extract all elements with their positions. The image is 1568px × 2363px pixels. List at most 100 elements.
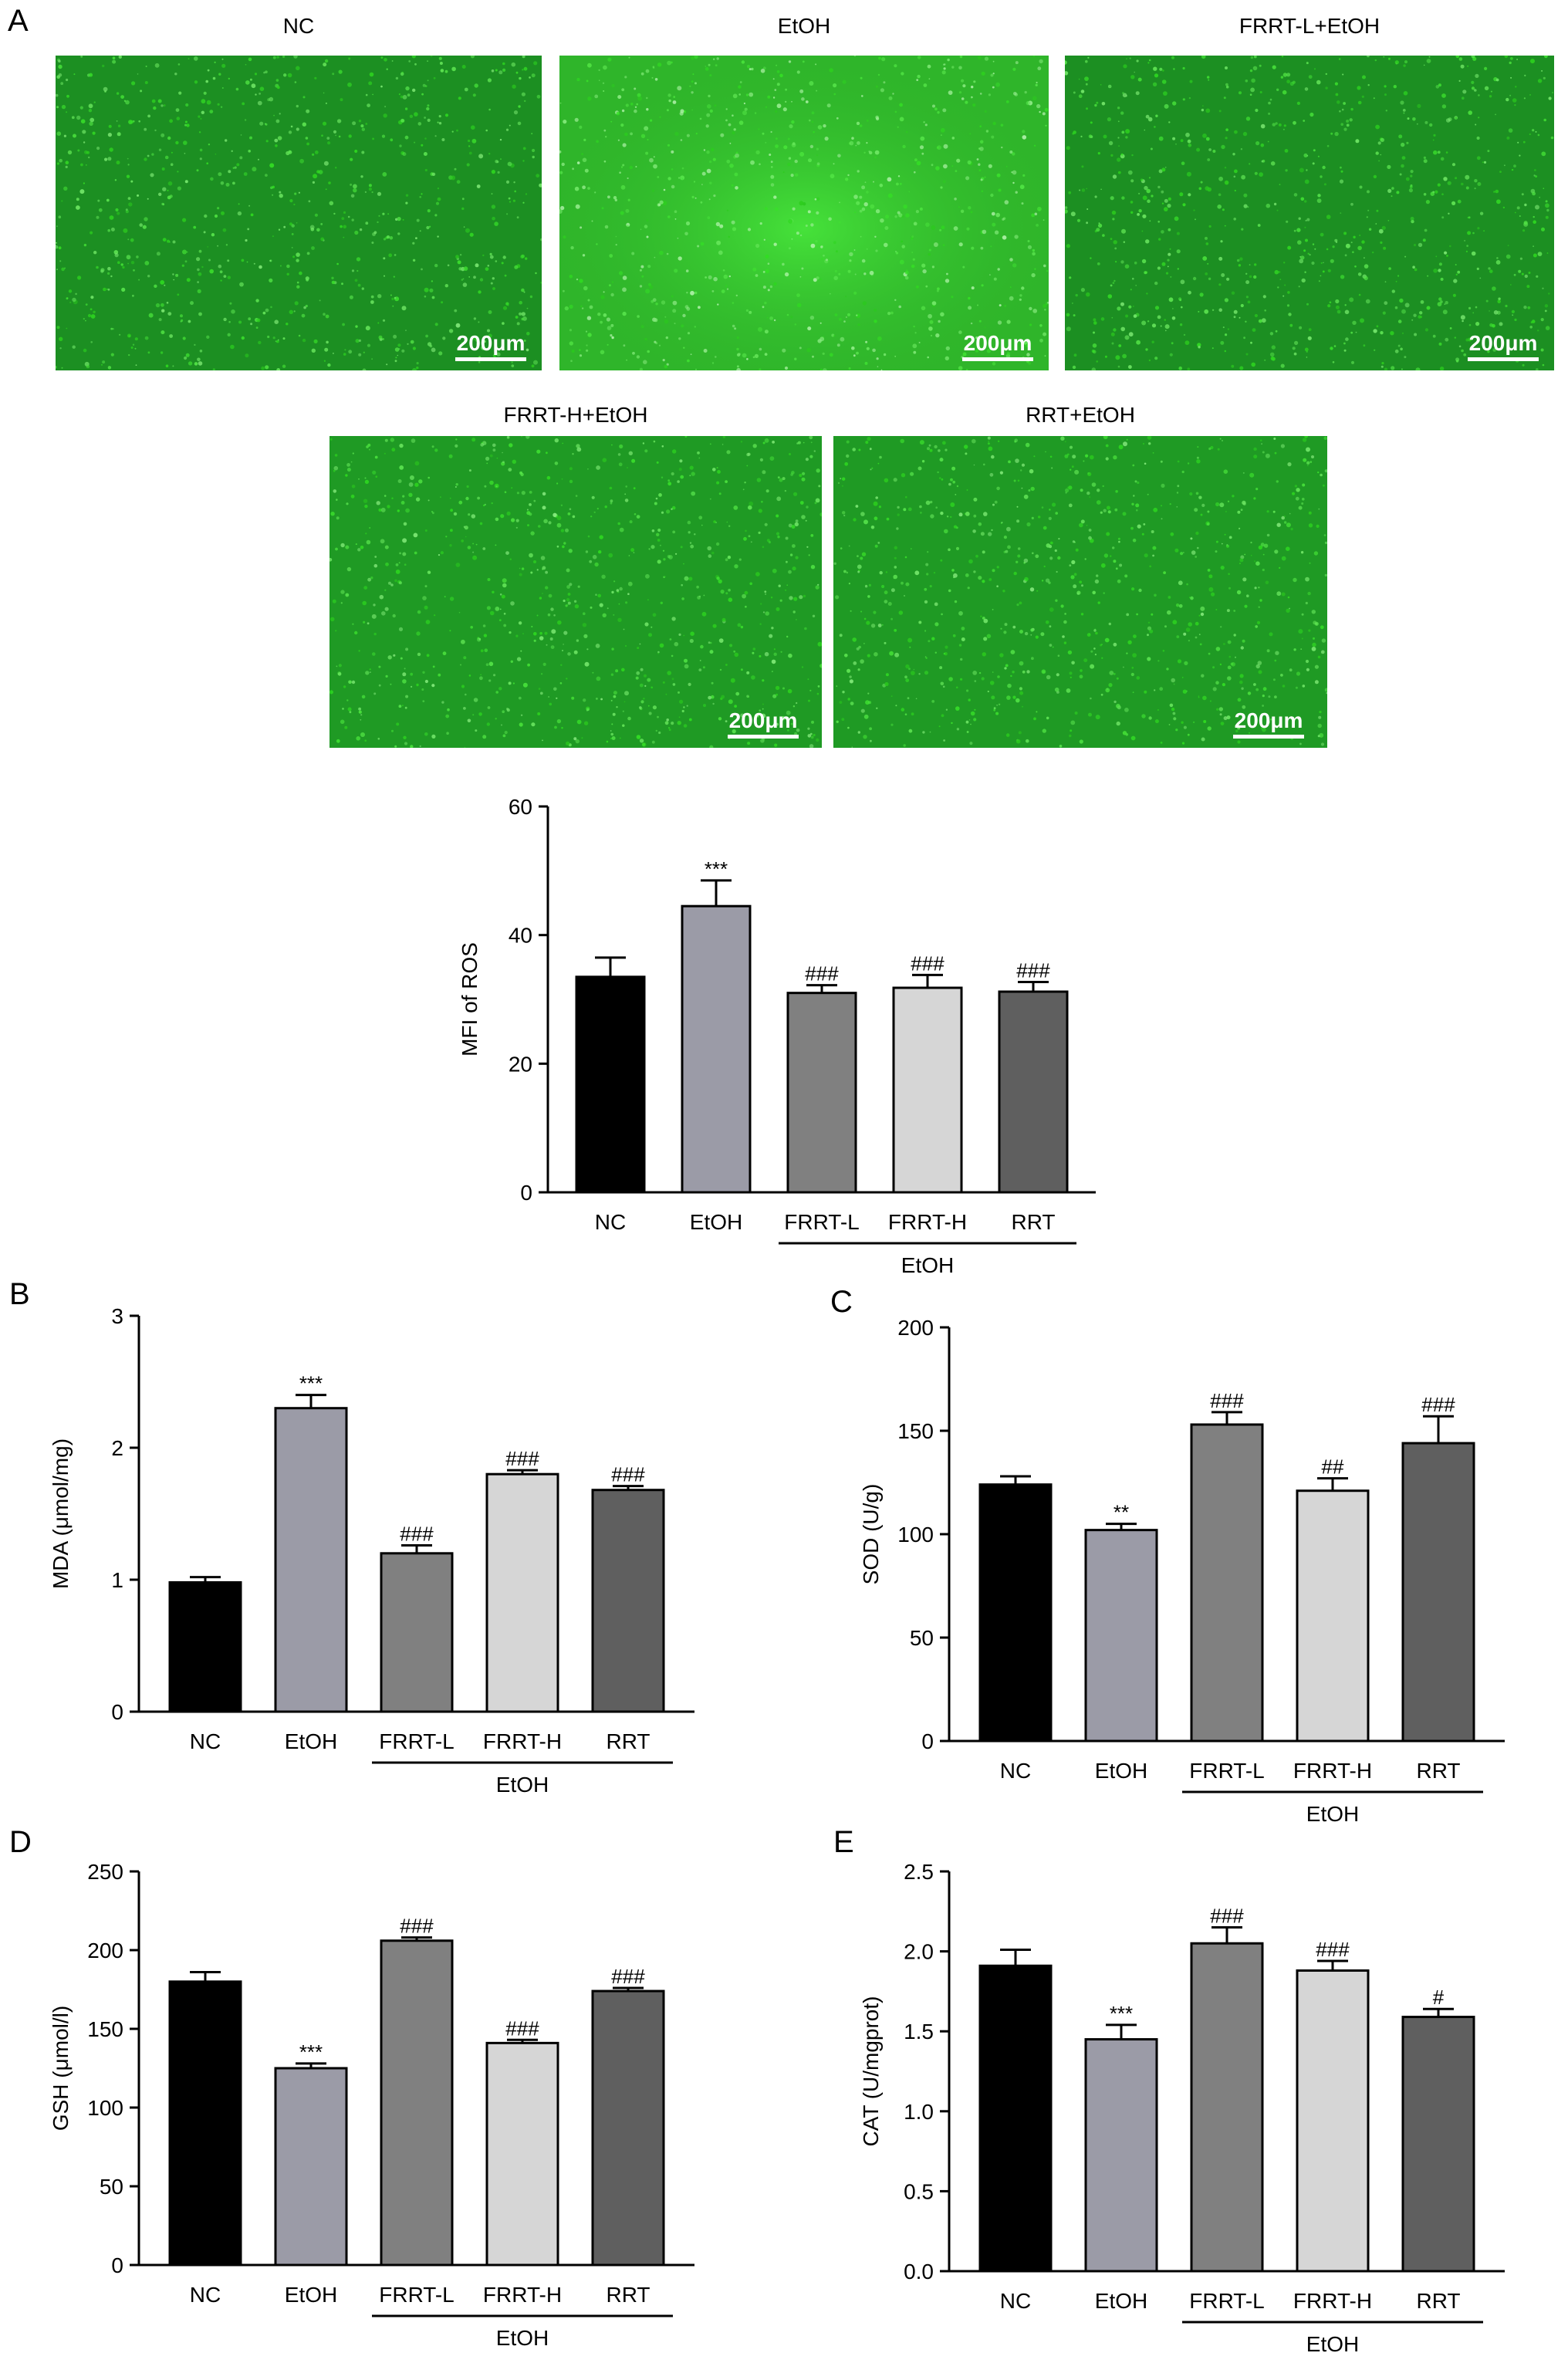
y-tick-label: 0 bbox=[111, 1700, 123, 1724]
y-axis-label: MDA (μmol/mg) bbox=[49, 1438, 73, 1589]
bar-nc bbox=[978, 1483, 1053, 1743]
y-tick-label: 0 bbox=[520, 1181, 532, 1205]
panel-letter-a: A bbox=[8, 4, 29, 38]
y-tick-label: 250 bbox=[87, 1860, 123, 1884]
significance-label: ### bbox=[1210, 1905, 1244, 1928]
x-tick-label: NC bbox=[190, 2283, 221, 2307]
y-tick-label: 0 bbox=[921, 1729, 934, 1753]
scale-label: 200μm bbox=[1468, 331, 1538, 355]
image-background bbox=[1065, 56, 1554, 370]
x-tick-label: FRRT-H bbox=[888, 1210, 967, 1234]
x-tick-label: RRT bbox=[606, 2283, 650, 2307]
y-tick-label: 2 bbox=[111, 1436, 123, 1460]
micrograph-frrt-h: 200μm bbox=[329, 436, 822, 748]
micrograph-title-etoh: EtOH bbox=[777, 14, 831, 38]
significance-label: *** bbox=[1110, 2002, 1133, 2025]
y-tick-label: 100 bbox=[897, 1523, 934, 1547]
y-axis-label: GSH (μmol/l) bbox=[49, 2006, 73, 2131]
x-tick-label: NC bbox=[595, 1210, 626, 1234]
bar-etoh bbox=[274, 1407, 348, 1713]
x-tick-label: EtOH bbox=[690, 1210, 742, 1234]
y-axis-label: MFI of ROS bbox=[458, 942, 482, 1056]
significance-label: ### bbox=[1016, 959, 1050, 982]
micrograph-title-nc: NC bbox=[282, 14, 315, 38]
y-tick-label: 3 bbox=[111, 1304, 123, 1328]
y-tick-label: 50 bbox=[100, 2175, 123, 2199]
x-tick-label: FRRT-H bbox=[1293, 1759, 1372, 1783]
significance-label: ### bbox=[805, 962, 839, 985]
fluorescence-image-frrt-h bbox=[329, 436, 822, 748]
x-tick-label: FRRT-L bbox=[379, 1729, 455, 1753]
chart-cat: 0.0 0.5 1.0 1.5 2.0 2.5 CAT (U/mgprot) NC *** EtO… bbox=[859, 1860, 1505, 2356]
y-tick-label: 0.0 bbox=[904, 2260, 934, 2284]
x-tick-label: EtOH bbox=[285, 2283, 337, 2307]
x-tick-label: FRRT-L bbox=[784, 1210, 860, 1234]
bar-etoh bbox=[274, 2067, 348, 2267]
chart-gsh: 0 50 100 150 200 250 GSH (μmol/l) NC *** EtOH ### F… bbox=[49, 1860, 694, 2350]
micrograph-frrt-l: 200μm bbox=[1065, 56, 1554, 370]
cell-speckles bbox=[56, 56, 542, 370]
panel-letter-b: B bbox=[9, 1277, 30, 1311]
bar-frrt-l bbox=[1190, 1942, 1264, 2273]
x-tick-label: RRT bbox=[1011, 1210, 1055, 1234]
group-label: EtOH bbox=[496, 2326, 549, 2350]
bar-frrt-h bbox=[892, 986, 963, 1194]
bar-etoh bbox=[1084, 2038, 1158, 2273]
x-tick-label: RRT bbox=[1416, 2289, 1460, 2313]
y-tick-label: 100 bbox=[87, 2096, 123, 2120]
bar-frrt-h bbox=[1296, 1969, 1370, 2273]
bar-frrt-h bbox=[485, 2041, 559, 2267]
bar-frrt-l bbox=[1190, 1423, 1264, 1743]
fluorescence-image-etoh bbox=[559, 56, 1049, 370]
panel-letter-e: E bbox=[833, 1825, 854, 1859]
group-label: EtOH bbox=[1306, 2332, 1359, 2356]
x-tick-label: EtOH bbox=[285, 1729, 337, 1753]
image-background bbox=[56, 56, 542, 370]
x-tick-label: FRRT-L bbox=[1189, 2289, 1265, 2313]
scale-bar-rrt: 200μm bbox=[1233, 708, 1304, 739]
significance-label: ### bbox=[400, 1915, 434, 1938]
x-tick-label: EtOH bbox=[1095, 2289, 1147, 2313]
scale-bar-nc: 200μm bbox=[455, 331, 526, 361]
significance-label: ### bbox=[1316, 1938, 1350, 1961]
panel-letter-c: C bbox=[830, 1285, 853, 1319]
micrograph-title-rrt: RRT+EtOH bbox=[1026, 403, 1135, 427]
bar-frrt-l bbox=[786, 992, 857, 1194]
significance-label: ### bbox=[1210, 1389, 1244, 1412]
y-tick-label: 1 bbox=[111, 1568, 123, 1592]
x-tick-label: RRT bbox=[606, 1729, 650, 1753]
significance-label: ### bbox=[911, 952, 945, 975]
x-tick-label: NC bbox=[1000, 2289, 1031, 2313]
image-background bbox=[329, 436, 822, 748]
x-tick-label: FRRT-H bbox=[1293, 2289, 1372, 2313]
significance-label: *** bbox=[299, 2040, 323, 2064]
x-tick-label: NC bbox=[190, 1729, 221, 1753]
significance-label: ### bbox=[400, 1523, 434, 1546]
bar-rrt bbox=[591, 1489, 665, 1713]
image-glow bbox=[559, 56, 1049, 370]
y-tick-label: 0.5 bbox=[904, 2179, 934, 2203]
y-tick-label: 2.0 bbox=[904, 1940, 934, 1964]
scale-bar-frrt-h: 200μm bbox=[728, 708, 799, 739]
group-label: EtOH bbox=[901, 1253, 954, 1277]
y-tick-label: 200 bbox=[897, 1316, 934, 1340]
bar-rrt bbox=[591, 1989, 665, 2267]
group-label: EtOH bbox=[496, 1773, 549, 1797]
y-tick-label: 1.0 bbox=[904, 2100, 934, 2124]
y-tick-label: 40 bbox=[509, 924, 532, 948]
cell-speckles bbox=[833, 436, 1327, 748]
significance-label: *** bbox=[299, 1372, 323, 1395]
bar-frrt-l bbox=[380, 1552, 454, 1713]
bar-etoh bbox=[681, 904, 752, 1194]
chart-sod: 0 50 100 150 200 SOD (U/g) NC ** EtOH ### FRRT-L ##… bbox=[859, 1316, 1505, 1826]
significance-label: ** bbox=[1113, 1501, 1129, 1524]
significance-label: ### bbox=[611, 1965, 645, 1988]
fluorescence-image-frrt-l bbox=[1065, 56, 1554, 370]
y-tick-label: 0 bbox=[111, 2253, 123, 2277]
panel-letter-d: D bbox=[9, 1825, 32, 1859]
y-tick-label: 2.5 bbox=[904, 1860, 934, 1884]
chart-mda: 0 1 2 3 MDA (μmol/mg) NC *** EtOH ### FRRT-L ### FR… bbox=[49, 1304, 694, 1797]
chart-ros: 0 20 40 60 MFI of ROS NC *** EtOH ### FRRT-L ### FR… bbox=[458, 795, 1096, 1277]
micrograph-title-frrt-h: FRRT-H+EtOH bbox=[503, 403, 648, 427]
x-tick-label: FRRT-H bbox=[483, 1729, 562, 1753]
